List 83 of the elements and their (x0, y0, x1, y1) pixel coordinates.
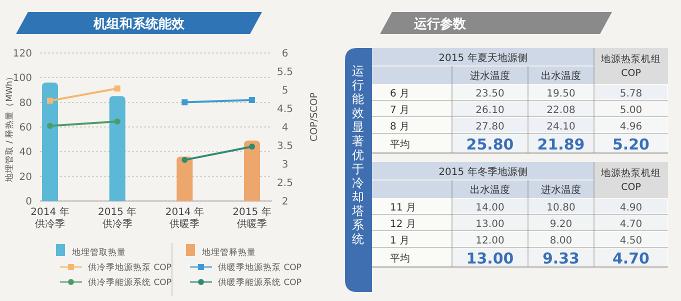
x-tick-label: 2014 年供冷季 (30, 206, 70, 230)
legend-label: 地埋管释热量 (201, 247, 256, 258)
y2-axis-title: COP/SCOP (309, 92, 320, 142)
data-label: 13.00 (466, 249, 514, 268)
y-tick-label: 60 (19, 122, 32, 134)
data-label: 8.00 (550, 235, 572, 246)
legend-label: 供暖季地源热泵 COP (218, 262, 302, 273)
data-label: 10.80 (546, 202, 576, 214)
y-tick-label: 8 月 (390, 121, 410, 132)
point (114, 118, 120, 124)
data-label: 4.70 (620, 218, 642, 230)
data-label: 19.50 (546, 88, 576, 100)
data-label: 5.78 (620, 88, 642, 100)
data-label: 13.00 (476, 218, 504, 230)
y-tick-label: 1 月 (390, 235, 410, 246)
legend-label: 供冷季能源系统 COP (88, 277, 172, 288)
chart-title: 运行参数 (413, 16, 467, 32)
data-label: 9.20 (550, 218, 572, 230)
data-label: 26.10 (476, 104, 504, 116)
data-label: 4.70 (612, 249, 650, 268)
legend-label: 供暖季能源系统 COP (218, 277, 302, 288)
y-tick-label: 120 (12, 48, 32, 60)
x-tick-label: 2015 年供冷季 (98, 206, 137, 230)
point (114, 86, 120, 92)
data-label: 24.10 (546, 121, 576, 132)
y2-tick-label: 6 (282, 48, 288, 60)
y2-tick-label: 5 (282, 86, 288, 96)
y2-tick-label: 2 (282, 196, 288, 208)
point (47, 98, 53, 104)
data-label: 4.90 (620, 202, 642, 214)
legend-label: 供冷季地源热泵 COP (88, 262, 172, 273)
chart-subtitle: 2015 年冬季地源侧 (438, 166, 528, 178)
point (182, 156, 188, 163)
text: 运行能效显著优于冷却塔系统 (352, 64, 364, 246)
chart-title: 机组和系统能效 (92, 16, 186, 32)
y2-tick-label: 3 (282, 160, 288, 170)
point (249, 96, 255, 103)
x-tick-label: 地源热泵机组 COP (600, 167, 661, 193)
data-label: 23.50 (476, 88, 504, 100)
point (249, 144, 255, 150)
y-tick-label: 7 月 (390, 104, 410, 116)
y-tick-label: 11 月 (390, 202, 416, 214)
data-label: 9.33 (542, 249, 580, 268)
bar (42, 82, 58, 201)
legend-label: 地埋管取热量 (71, 247, 126, 258)
point (182, 99, 188, 106)
x-tick-label: 地源热泵机组 COP (600, 53, 661, 79)
y-tick-label: 平均 (390, 138, 410, 150)
bar (109, 96, 126, 201)
data-label: 14.00 (476, 202, 504, 214)
y-tick-label: 0 (26, 196, 32, 208)
y2-tick-label: 4.5 (277, 104, 293, 115)
data-label: 21.89 (537, 135, 585, 154)
point (47, 122, 53, 129)
data-label: 4.96 (620, 121, 642, 132)
y-tick-label: 100 (12, 73, 32, 84)
y-tick-label: 平均 (390, 252, 410, 264)
x-tick-label: 出水温度 (541, 70, 581, 82)
y2-tick-label: 5.5 (277, 67, 293, 78)
data-label: 12.00 (476, 235, 504, 246)
data-label: 27.80 (476, 121, 504, 132)
data-label: 5.00 (620, 104, 642, 116)
x-tick-label: 2014 年供暖季 (165, 206, 204, 230)
data-label: 4.50 (620, 235, 642, 246)
x-tick-label: 出水温度 (470, 184, 510, 196)
y2-tick-label: 3.5 (277, 141, 293, 152)
y-tick-label: 80 (19, 98, 32, 109)
bar (244, 140, 260, 201)
data-label: 25.80 (466, 135, 514, 154)
y-tick-label: 12 月 (390, 218, 416, 230)
y-axis-title: 地埋管取 / 释热量（MWh） (4, 72, 15, 184)
y2-tick-label: 4 (282, 122, 288, 134)
bar (176, 156, 193, 201)
y2-tick-label: 2.5 (277, 178, 293, 189)
y-tick-label: 40 (19, 147, 32, 158)
x-tick-label: 进水温度 (470, 70, 510, 82)
y-tick-label: 20 (19, 172, 32, 183)
y-tick-label: 6 月 (390, 88, 410, 100)
data-label: 5.20 (612, 135, 650, 154)
chart-subtitle: 2015 年夏天地源侧 (438, 52, 528, 64)
x-tick-label: 2015 年供暖季 (232, 206, 272, 230)
data-label: 22.08 (546, 104, 576, 116)
x-tick-label: 进水温度 (541, 184, 581, 196)
